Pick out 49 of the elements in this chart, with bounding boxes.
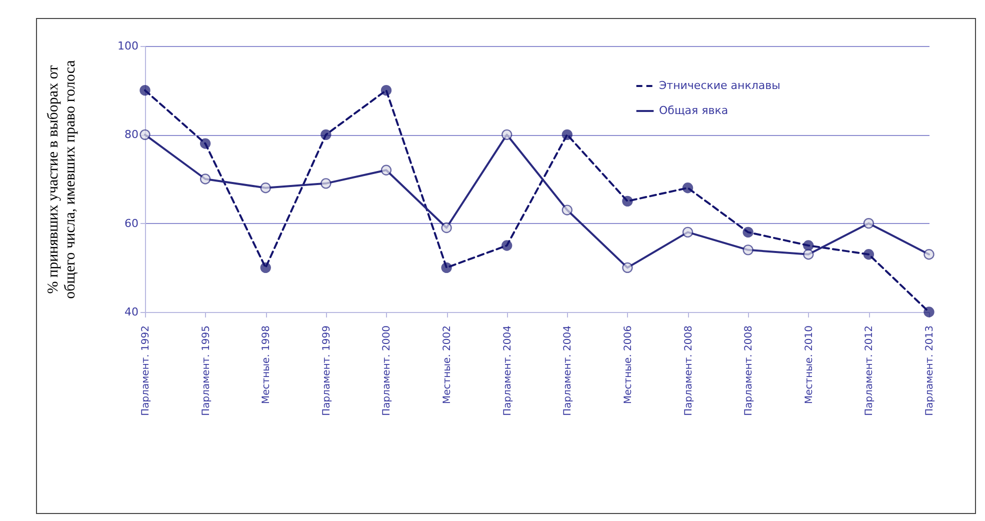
point	[742, 244, 754, 256]
point	[200, 174, 211, 184]
point	[320, 178, 332, 189]
x-tick-label: Местные. 1998	[261, 326, 272, 404]
y-tick-label: 80	[124, 128, 138, 142]
x-tick-label: Парламент. 2008	[744, 326, 755, 416]
point	[863, 218, 874, 229]
point	[380, 85, 392, 96]
point	[622, 196, 633, 206]
y-tick-label: 40	[124, 306, 138, 318]
x-tick-label: Парламент. 1992	[140, 326, 152, 416]
point	[924, 249, 934, 260]
x-tick-label: Местные. 2006	[622, 326, 634, 404]
point	[502, 240, 512, 251]
point	[260, 182, 271, 194]
point	[441, 262, 452, 273]
point	[803, 240, 814, 251]
x-tick-label: Парламент. 2004	[562, 326, 574, 416]
point	[924, 306, 934, 318]
point	[803, 249, 814, 260]
point	[622, 262, 633, 273]
y-tick-label: 60	[124, 216, 138, 230]
x-tick-label: Парламент. 2000	[382, 326, 393, 416]
legend-label: Этнические анклавы	[659, 79, 780, 92]
point	[682, 226, 694, 238]
x-tick-label: Парламент. 2004	[502, 326, 514, 416]
point	[380, 164, 392, 176]
x-tick-label: Парламент. 2012	[864, 326, 876, 416]
x-tick-label: Парламент. 2013	[924, 326, 936, 416]
x-tick-label: Парламент. 2008	[683, 326, 694, 416]
point	[140, 85, 150, 96]
point	[140, 129, 150, 140]
point	[682, 182, 694, 194]
x-tick-label: Местные. 2010	[804, 326, 815, 404]
point	[502, 129, 512, 140]
point	[441, 222, 452, 234]
y-axis-title: % принявших участие в выборах от общего числа, имевших право голоса	[46, 60, 79, 299]
point	[260, 262, 271, 273]
point	[562, 204, 572, 216]
x-tick-label: Местные. 2002	[442, 326, 454, 404]
point	[562, 129, 572, 140]
x-tick-label: Парламент. 1999	[321, 326, 332, 416]
x-tick-label: Парламент. 1995	[200, 326, 212, 416]
point	[742, 226, 754, 238]
y-tick-label: 100	[118, 40, 138, 52]
legend-label: Общая явка	[659, 104, 728, 117]
point	[863, 249, 874, 260]
point	[320, 129, 332, 140]
point	[200, 138, 211, 149]
